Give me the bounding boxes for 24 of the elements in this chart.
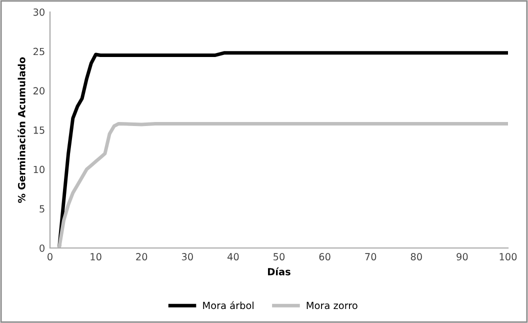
- x-tick-label: 0: [48, 253, 52, 260]
- y-tick-label: 15: [34, 126, 44, 134]
- x-tick-label: 100: [500, 253, 517, 260]
- y-tick-label: 20: [33, 87, 44, 94]
- x-tick-label: 10: [90, 253, 102, 260]
- x-tick-label: 30: [182, 253, 193, 260]
- x-tick-label: 60: [319, 253, 330, 260]
- line-series: [57, 51, 508, 248]
- y-tick-label: 25: [33, 48, 44, 56]
- x-tick-label: 80: [410, 253, 422, 260]
- y-tick-label: 30: [34, 8, 44, 16]
- x-tick-label: 40: [227, 253, 239, 260]
- x-axis-title: Días: [268, 267, 290, 276]
- legend-label: Mora árbol: [203, 301, 254, 310]
- line-series: [57, 122, 508, 248]
- x-tick-label: 70: [365, 253, 376, 260]
- x-tick-label: 50: [274, 253, 285, 260]
- y-tick-label: 5: [40, 205, 44, 212]
- y-tick-label: 0: [40, 244, 44, 252]
- y-tick-label: 10: [34, 166, 44, 174]
- legend-label: Mora zorro: [306, 302, 358, 310]
- y-axis-title: % Germinación Acumulado: [17, 57, 26, 203]
- x-tick-label: 20: [136, 253, 148, 260]
- x-tick-label: 90: [456, 253, 468, 260]
